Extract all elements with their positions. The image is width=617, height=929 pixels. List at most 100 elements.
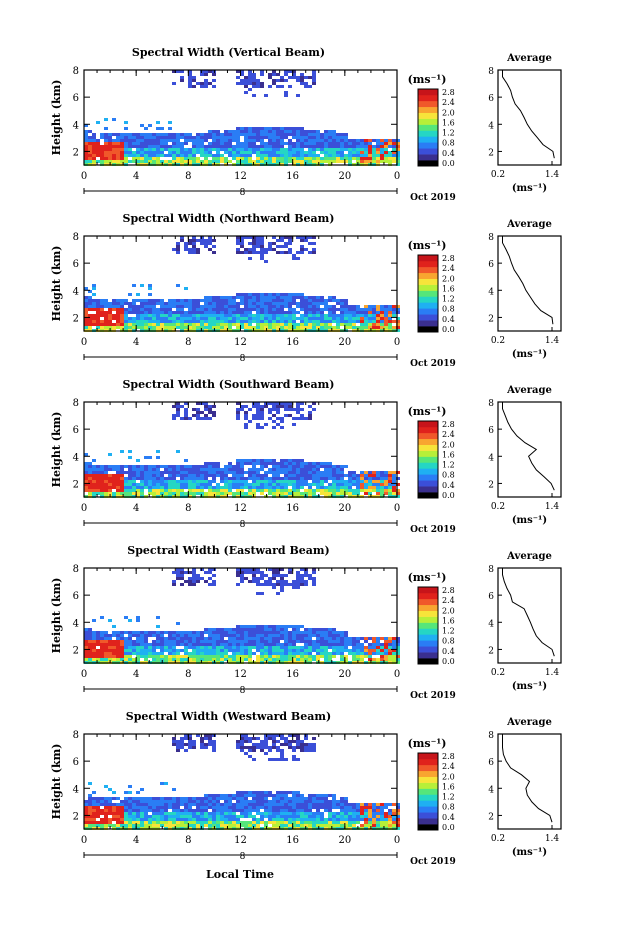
heatmap-cell bbox=[84, 314, 88, 317]
panel-1: Spectral Width (Northward Beam)0 4 8 12 16 20… bbox=[50, 212, 562, 369]
heatmap-cell bbox=[244, 130, 248, 133]
heatmap-cell bbox=[168, 302, 172, 305]
heatmap-cell bbox=[352, 471, 356, 474]
heatmap-cell bbox=[192, 643, 196, 646]
heatmap-cell bbox=[240, 791, 244, 794]
heatmap-cell bbox=[248, 133, 252, 136]
heatmap-cell bbox=[320, 148, 324, 151]
heatmap-cell bbox=[312, 248, 316, 251]
heatmap-cell bbox=[312, 580, 316, 583]
heatmap-cell bbox=[224, 160, 228, 163]
heatmap-cell bbox=[316, 136, 320, 139]
heatmap-cell bbox=[300, 296, 304, 299]
heatmap-cell bbox=[120, 145, 124, 148]
heatmap-cell bbox=[216, 655, 220, 658]
heatmap-cell bbox=[208, 474, 212, 477]
heatmap-cell bbox=[128, 824, 132, 827]
heatmap-cell bbox=[140, 652, 144, 655]
heatmap-cell bbox=[288, 492, 292, 495]
heatmap-cell bbox=[84, 124, 88, 127]
heatmap-cell bbox=[184, 797, 188, 800]
heatmap-cell bbox=[88, 809, 92, 812]
heatmap-cell bbox=[284, 580, 288, 583]
heatmap-cell bbox=[212, 634, 216, 637]
heatmap-cell bbox=[272, 628, 276, 631]
heatmap-cell bbox=[380, 308, 384, 311]
heatmap-cell bbox=[344, 489, 348, 492]
heatmap-cell bbox=[220, 477, 224, 480]
heatmap-cell bbox=[296, 326, 300, 329]
heatmap-cell bbox=[392, 308, 396, 311]
heatmap-cell bbox=[236, 311, 240, 314]
heatmap-cell bbox=[260, 305, 264, 308]
heatmap-cell bbox=[140, 139, 144, 142]
heatmap-cell bbox=[276, 483, 280, 486]
heatmap-cell bbox=[112, 818, 116, 821]
heatmap-cell bbox=[228, 154, 232, 157]
heatmap-cell bbox=[276, 643, 280, 646]
heatmap-cell bbox=[380, 643, 384, 646]
heatmap-cell bbox=[280, 299, 284, 302]
heatmap-cell bbox=[168, 637, 172, 640]
heatmap-cell bbox=[324, 637, 328, 640]
heatmap-cell bbox=[268, 302, 272, 305]
heatmap-cell bbox=[120, 480, 124, 483]
heatmap-cell bbox=[140, 803, 144, 806]
heatmap-cell bbox=[276, 571, 280, 574]
heatmap-cell bbox=[268, 411, 272, 414]
heatmap-cell bbox=[136, 646, 140, 649]
heatmap-cell bbox=[156, 625, 160, 628]
heatmap-cell bbox=[268, 815, 272, 818]
heatmap-cell bbox=[336, 136, 340, 139]
heatmap-cell bbox=[320, 299, 324, 302]
heatmap-cell bbox=[380, 652, 384, 655]
heatmap-cell bbox=[232, 299, 236, 302]
heatmap-cell bbox=[312, 142, 316, 145]
heatmap-cell bbox=[92, 320, 96, 323]
heatmap-cell bbox=[332, 474, 336, 477]
heatmap-cell bbox=[228, 305, 232, 308]
heatmap-cell bbox=[204, 79, 208, 82]
heatmap-cell bbox=[284, 70, 288, 73]
heatmap-cell bbox=[320, 133, 324, 136]
heatmap-cell bbox=[216, 296, 220, 299]
heatmap-cell bbox=[220, 139, 224, 142]
heatmap-cell bbox=[84, 637, 88, 640]
heatmap-cell bbox=[292, 154, 296, 157]
heatmap-cell bbox=[184, 809, 188, 812]
heatmap-cell bbox=[264, 142, 268, 145]
heatmap-cell bbox=[176, 631, 180, 634]
heatmap-cell bbox=[128, 133, 132, 136]
heatmap-cell bbox=[200, 299, 204, 302]
heatmap-cell bbox=[248, 248, 252, 251]
heatmap-cell bbox=[280, 486, 284, 489]
heatmap-cell bbox=[344, 136, 348, 139]
heatmap-cell bbox=[308, 631, 312, 634]
heatmap-cell bbox=[268, 151, 272, 154]
heatmap-cell bbox=[336, 302, 340, 305]
heatmap-cell bbox=[376, 471, 380, 474]
heatmap-cell bbox=[272, 323, 276, 326]
heatmap-cell bbox=[264, 462, 268, 465]
heatmap-cell bbox=[196, 797, 200, 800]
heatmap-cell bbox=[124, 323, 128, 326]
heatmap-cell bbox=[272, 151, 276, 154]
heatmap-cell bbox=[328, 326, 332, 329]
heatmap-cell bbox=[96, 797, 100, 800]
heatmap-cell bbox=[200, 417, 204, 420]
heatmap-cell bbox=[352, 640, 356, 643]
heatmap-cell bbox=[180, 812, 184, 815]
heatmap-cell bbox=[140, 655, 144, 658]
colorbar-tick-label: 0.4 bbox=[442, 647, 455, 656]
heatmap-cell bbox=[212, 821, 216, 824]
heatmap-cell bbox=[188, 571, 192, 574]
heatmap-cell bbox=[312, 462, 316, 465]
heatmap-cell bbox=[344, 492, 348, 495]
heatmap-cell bbox=[208, 468, 212, 471]
heatmap-cell bbox=[180, 157, 184, 160]
heatmap-cell bbox=[228, 130, 232, 133]
heatmap-cell bbox=[292, 73, 296, 76]
heatmap-cell bbox=[236, 797, 240, 800]
heatmap-cell bbox=[96, 631, 100, 634]
heatmap-cell bbox=[92, 797, 96, 800]
